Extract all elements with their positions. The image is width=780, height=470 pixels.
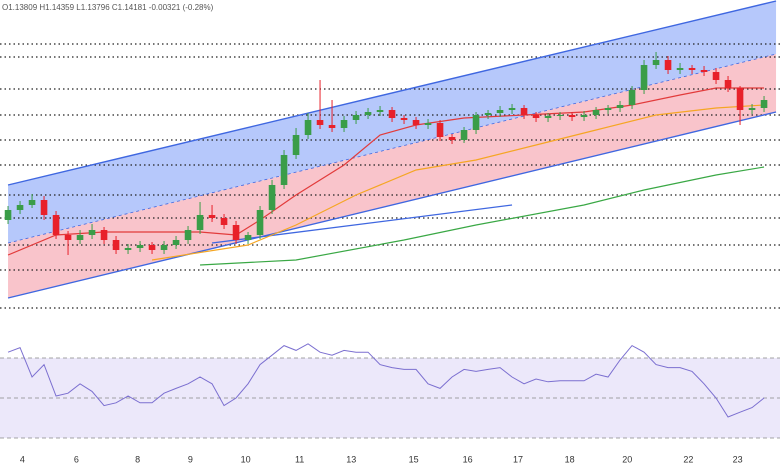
x-tick-label: 20 bbox=[622, 454, 632, 464]
candle-body bbox=[100, 230, 108, 240]
candle-body bbox=[532, 115, 540, 118]
candles bbox=[4, 52, 768, 255]
x-tick-label: 8 bbox=[135, 454, 140, 464]
trendline bbox=[211, 204, 513, 244]
x-tick-label: 22 bbox=[683, 454, 693, 464]
x-tick-label: 17 bbox=[513, 454, 523, 464]
rsi-panel bbox=[0, 343, 780, 439]
candle-body bbox=[736, 88, 744, 110]
candle-body bbox=[724, 80, 732, 88]
candle-body bbox=[76, 235, 84, 240]
chart-title: O1.13809 H1.14359 L1.13796 C1.14181 -0.0… bbox=[2, 3, 214, 12]
candle-body bbox=[388, 110, 396, 118]
candle-body bbox=[472, 115, 480, 130]
candle-body bbox=[640, 65, 648, 90]
candle-body bbox=[292, 135, 300, 155]
moving-average bbox=[7, 87, 765, 256]
candle-body bbox=[232, 225, 240, 240]
candle-body bbox=[676, 68, 684, 70]
candle-body bbox=[412, 120, 420, 125]
moving-average bbox=[151, 104, 765, 261]
candle-body bbox=[664, 60, 672, 70]
candle-body bbox=[328, 125, 336, 128]
channel-upper bbox=[7, 0, 777, 186]
candle-body bbox=[556, 115, 564, 116]
indicator-lines bbox=[7, 0, 777, 299]
candle-body bbox=[244, 235, 252, 240]
candle-body bbox=[88, 230, 96, 235]
candle-body bbox=[268, 185, 276, 210]
candle-body bbox=[496, 110, 504, 113]
candle-body bbox=[592, 110, 600, 115]
candle-body bbox=[700, 70, 708, 72]
candle-body bbox=[616, 105, 624, 108]
candle-body bbox=[52, 215, 60, 235]
candle-body bbox=[604, 108, 612, 110]
channel-lower bbox=[7, 111, 777, 299]
candle-body bbox=[196, 215, 204, 230]
candle-body bbox=[220, 218, 228, 225]
candle-body bbox=[4, 210, 12, 220]
candle-body bbox=[184, 230, 192, 240]
candle-body bbox=[712, 72, 720, 80]
rsi-band bbox=[0, 358, 780, 438]
candle-body bbox=[748, 108, 756, 110]
candle-body bbox=[172, 240, 180, 245]
candle-body bbox=[760, 100, 768, 108]
candle-body bbox=[40, 200, 48, 215]
candle-body bbox=[568, 115, 576, 117]
candle-body bbox=[400, 118, 408, 120]
candle-body bbox=[460, 130, 468, 140]
x-tick-label: 23 bbox=[733, 454, 743, 464]
candle-body bbox=[484, 113, 492, 115]
candle-body bbox=[508, 108, 516, 110]
candle-body bbox=[28, 200, 36, 205]
candle-body bbox=[340, 120, 348, 128]
x-tick-label: 11 bbox=[295, 454, 304, 464]
candle-body bbox=[352, 115, 360, 120]
x-tick-label: 6 bbox=[74, 454, 79, 464]
x-tick-label: 9 bbox=[188, 454, 193, 464]
candle-body bbox=[376, 110, 384, 112]
candle-body bbox=[148, 245, 156, 250]
candle-body bbox=[580, 115, 588, 117]
candle-body bbox=[208, 215, 216, 218]
moving-average bbox=[200, 166, 765, 266]
candle-body bbox=[124, 248, 132, 250]
candle-body bbox=[436, 123, 444, 137]
candle-body bbox=[64, 235, 72, 240]
candle-body bbox=[112, 240, 120, 250]
candle-body bbox=[304, 120, 312, 135]
candle-body bbox=[424, 123, 432, 125]
candle-body bbox=[136, 245, 144, 248]
candle-body bbox=[364, 112, 372, 115]
candle-body bbox=[256, 210, 264, 235]
candle-body bbox=[628, 90, 636, 105]
x-axis: 4 6 8 9 10 11 13 15 16 17 18 20 22 23 bbox=[20, 454, 743, 464]
candle-body bbox=[160, 245, 168, 250]
candle-body bbox=[688, 68, 696, 70]
x-tick-label: 13 bbox=[346, 454, 356, 464]
candle-body bbox=[520, 108, 528, 115]
x-tick-label: 15 bbox=[409, 454, 419, 464]
candle-body bbox=[16, 205, 24, 210]
candle-body bbox=[544, 116, 552, 118]
candle-body bbox=[652, 60, 660, 65]
candle-body bbox=[280, 155, 288, 185]
x-tick-label: 4 bbox=[20, 454, 25, 464]
x-tick-label: 18 bbox=[565, 454, 575, 464]
rsi-line bbox=[7, 343, 765, 418]
x-tick-label: 16 bbox=[463, 454, 473, 464]
x-tick-label: 10 bbox=[241, 454, 251, 464]
candle-body bbox=[316, 120, 324, 125]
candle-body bbox=[448, 137, 456, 140]
